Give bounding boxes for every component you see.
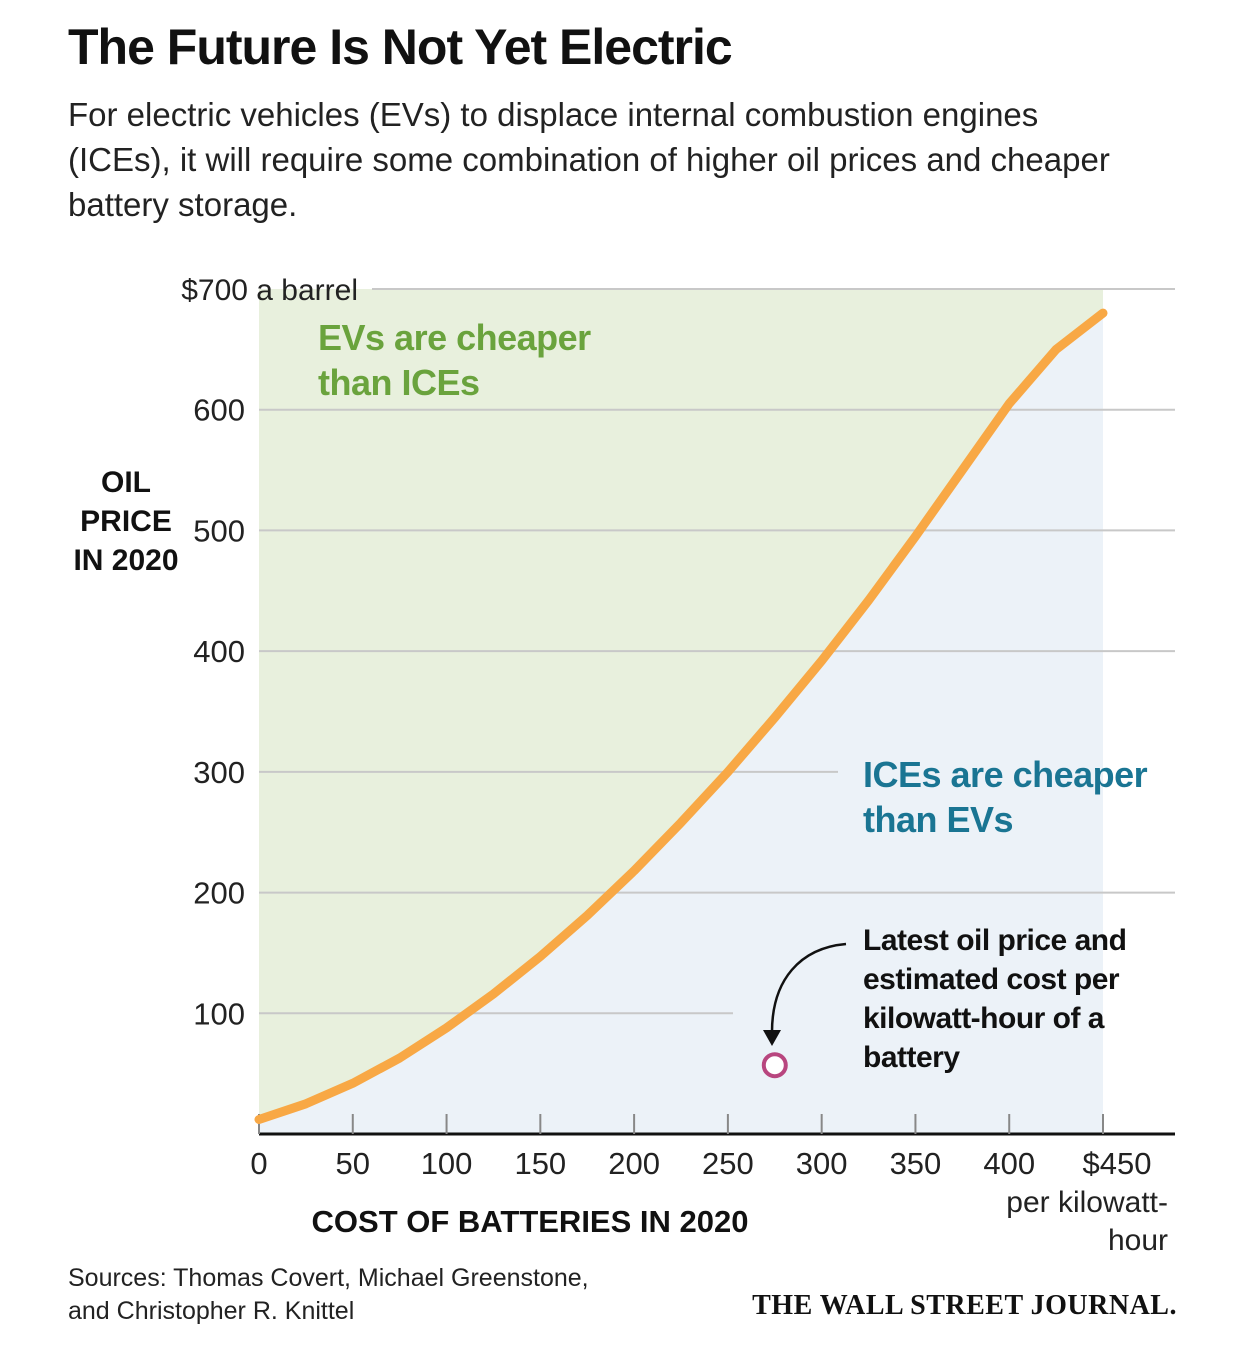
x-tick-label-350: 350	[890, 1146, 942, 1181]
x-tick-label-0: 0	[250, 1146, 267, 1181]
x-tick-label-300: 300	[796, 1146, 848, 1181]
y-axis-title-line-1: OIL	[101, 466, 151, 499]
x-tick-label-250: 250	[702, 1146, 754, 1181]
point-annotation-line-4: battery	[863, 1041, 960, 1074]
chart-subtitle: For electric vehicles (EVs) to displace …	[68, 96, 1110, 223]
y-tick-label-700: $700 a barrel	[181, 274, 358, 307]
x-unit-label-2: hour	[1108, 1224, 1168, 1257]
annotation-arrow	[770, 942, 847, 1033]
y-axis-title-line-2: PRICE	[80, 505, 172, 538]
x-axis-title: COST OF BATTERIES IN 2020	[312, 1204, 749, 1239]
ice-region	[259, 313, 1103, 1135]
y-tick-label-500: 500	[193, 513, 245, 548]
ev-region-label-2: than ICEs	[318, 362, 480, 403]
chart-title: The Future Is Not Yet Electric	[68, 19, 733, 75]
point-annotation-line-2: estimated cost per	[863, 963, 1120, 996]
point-annotation-line-3: kilowatt-hour of a	[863, 1002, 1105, 1035]
source-line-2: and Christopher R. Knittel	[68, 1297, 355, 1325]
x-tick-label-150: 150	[514, 1146, 566, 1181]
ice-region-label-2: than EVs	[863, 799, 1013, 840]
point-annotation-line-1: Latest oil price and	[863, 924, 1126, 957]
y-tick-label-300: 300	[193, 755, 245, 790]
y-tick-label-200: 200	[193, 876, 245, 911]
x-tick-label-100: 100	[421, 1146, 473, 1181]
publisher-logo: THE WALL STREET JOURNAL.	[752, 1290, 1177, 1321]
x-tick-label-450: $450	[1083, 1146, 1152, 1181]
latest-point-marker	[761, 1052, 788, 1079]
source-note: Sources: Thomas Covert, Michael Greensto…	[68, 1262, 589, 1328]
annotation-arrowhead	[763, 1030, 781, 1046]
y-tick-label-400: 400	[193, 634, 245, 669]
ev-region-label-1: EVs are cheaper	[318, 317, 591, 358]
ice-region-label-1: ICEs are cheaper	[863, 754, 1148, 795]
x-tick-label-200: 200	[608, 1146, 660, 1181]
x-tick-label-50: 50	[336, 1146, 370, 1181]
y-tick-label-600: 600	[193, 393, 245, 428]
threshold-curve	[254, 308, 1108, 1124]
y-axis-title-line-3: IN 2020	[73, 544, 178, 577]
ev-region	[259, 289, 1103, 1120]
source-line-1: Sources: Thomas Covert, Michael Greensto…	[68, 1264, 589, 1292]
x-tick-label-400: 400	[983, 1146, 1035, 1181]
y-tick-label-100: 100	[193, 996, 245, 1031]
x-unit-label-1: per kilowatt-	[1006, 1186, 1168, 1219]
